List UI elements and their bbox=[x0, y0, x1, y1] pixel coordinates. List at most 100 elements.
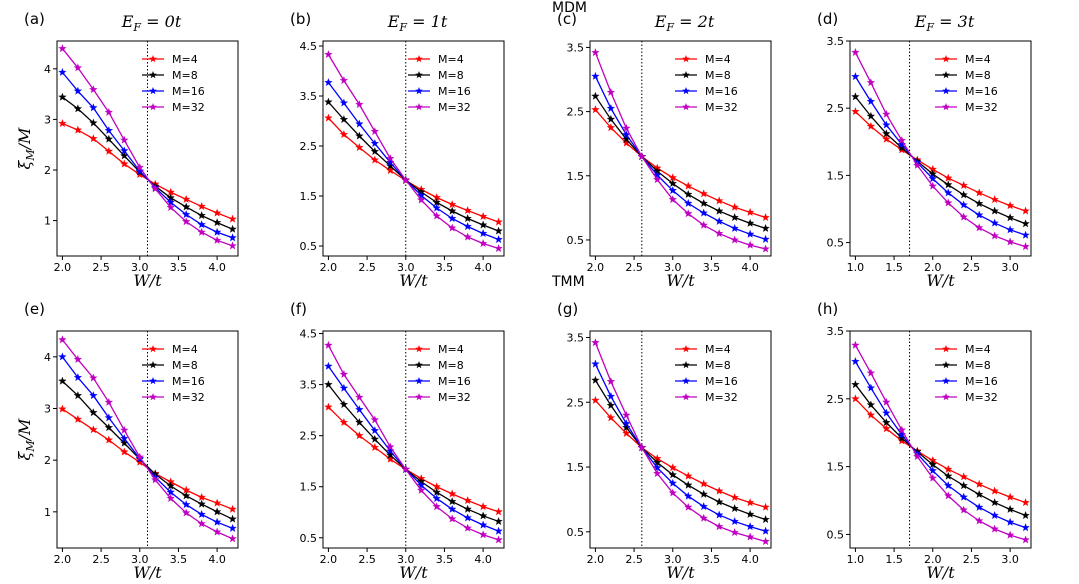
axes-frame bbox=[589, 330, 772, 549]
y-tick-label: 1 bbox=[44, 215, 51, 228]
data-point bbox=[212, 227, 222, 236]
data-point bbox=[761, 515, 770, 524]
data-point bbox=[944, 491, 953, 500]
axes-frame bbox=[322, 40, 505, 257]
panel-title: EF = 2t bbox=[654, 12, 715, 34]
data-point bbox=[89, 391, 98, 400]
data-point bbox=[745, 240, 755, 249]
y-tick-label: 2 bbox=[44, 164, 51, 177]
series-line bbox=[854, 384, 1026, 517]
data-point bbox=[339, 369, 349, 378]
series-m-16 bbox=[58, 352, 237, 532]
data-point bbox=[1005, 237, 1015, 246]
series-m-4 bbox=[851, 394, 1030, 507]
data-point bbox=[745, 498, 755, 507]
data-point bbox=[135, 452, 144, 461]
data-point bbox=[447, 489, 457, 498]
legend-marker bbox=[149, 87, 157, 95]
data-point bbox=[882, 129, 891, 138]
data-point bbox=[653, 175, 662, 184]
legend-label: M=16 bbox=[965, 375, 998, 388]
data-point bbox=[897, 433, 907, 442]
panel-title: EF = 0t bbox=[121, 12, 182, 34]
x-tick-label: 2.0 bbox=[924, 553, 942, 566]
series-m-32 bbox=[591, 338, 770, 546]
y-axis-label: ξM/M bbox=[15, 127, 37, 169]
series-m-4 bbox=[591, 105, 770, 222]
y-tick-label: 1.5 bbox=[827, 461, 845, 474]
series-line bbox=[594, 342, 766, 543]
data-point bbox=[104, 423, 114, 432]
x-tick-label: 3.0 bbox=[131, 553, 149, 566]
data-point bbox=[591, 395, 600, 404]
series-m-32 bbox=[58, 44, 237, 250]
data-point bbox=[181, 508, 191, 517]
x-tick-label: 3.0 bbox=[664, 261, 682, 274]
x-tick-label: 1.0 bbox=[847, 261, 865, 274]
x-axis-label: W/t bbox=[926, 563, 955, 582]
data-point bbox=[478, 511, 488, 520]
x-tick-label: 2.0 bbox=[320, 261, 338, 274]
data-point bbox=[447, 200, 457, 209]
data-point bbox=[228, 224, 237, 233]
series-line bbox=[854, 76, 1026, 236]
data-point bbox=[851, 47, 860, 57]
data-point bbox=[944, 471, 953, 480]
panel-label: (h) bbox=[817, 300, 838, 318]
data-point bbox=[324, 113, 333, 122]
series-m-32 bbox=[851, 47, 1030, 251]
data-point bbox=[228, 504, 237, 513]
data-point bbox=[1005, 530, 1015, 539]
legend-label: M=32 bbox=[172, 391, 205, 404]
x-tick-label: 3.5 bbox=[703, 261, 721, 274]
data-point bbox=[120, 425, 129, 434]
x-tick-label: 4.0 bbox=[741, 553, 759, 566]
y-tick-label: 2.5 bbox=[567, 106, 585, 119]
legend-label: M=32 bbox=[705, 391, 738, 404]
data-point bbox=[58, 119, 67, 128]
y-tick-label: 3.5 bbox=[827, 325, 845, 338]
x-tick-label: 4.0 bbox=[208, 553, 226, 566]
data-point bbox=[730, 223, 739, 232]
data-point bbox=[699, 479, 708, 488]
data-point bbox=[913, 160, 922, 169]
data-point bbox=[339, 115, 349, 124]
series-m-8 bbox=[591, 375, 770, 524]
data-point bbox=[386, 158, 395, 167]
panel-label: (a) bbox=[24, 10, 45, 28]
data-point bbox=[104, 397, 114, 406]
series-line bbox=[854, 96, 1026, 225]
panel-label: (c) bbox=[557, 10, 577, 28]
data-point bbox=[73, 373, 83, 382]
data-point bbox=[73, 391, 83, 400]
legend: M=4 M=8 M=16 M=32 bbox=[675, 53, 738, 114]
series-m-8 bbox=[58, 92, 237, 233]
data-point bbox=[714, 229, 724, 238]
legend-marker bbox=[942, 361, 950, 369]
x-tick-label: 2.0 bbox=[587, 553, 605, 566]
axes-frame bbox=[849, 40, 1032, 257]
data-point bbox=[761, 526, 770, 535]
data-point bbox=[212, 208, 222, 217]
data-point bbox=[606, 87, 616, 96]
data-point bbox=[851, 92, 860, 101]
data-point bbox=[637, 443, 647, 452]
data-point bbox=[606, 413, 616, 422]
data-point bbox=[851, 394, 860, 403]
x-tick-label: 2.5 bbox=[358, 553, 376, 566]
legend-marker bbox=[415, 361, 423, 369]
data-point bbox=[699, 220, 708, 229]
x-tick-label: 3.0 bbox=[1001, 261, 1019, 274]
data-point bbox=[699, 189, 708, 198]
legend-label: M=32 bbox=[965, 391, 998, 404]
data-point bbox=[324, 380, 333, 389]
data-point bbox=[866, 368, 876, 377]
data-point bbox=[944, 481, 953, 490]
y-tick-label: 3.5 bbox=[567, 331, 585, 344]
y-tick-label: 1.5 bbox=[300, 190, 318, 203]
data-point bbox=[166, 487, 175, 496]
data-point bbox=[494, 507, 503, 516]
data-point bbox=[401, 464, 410, 473]
data-point bbox=[370, 147, 380, 156]
data-point bbox=[882, 120, 891, 129]
